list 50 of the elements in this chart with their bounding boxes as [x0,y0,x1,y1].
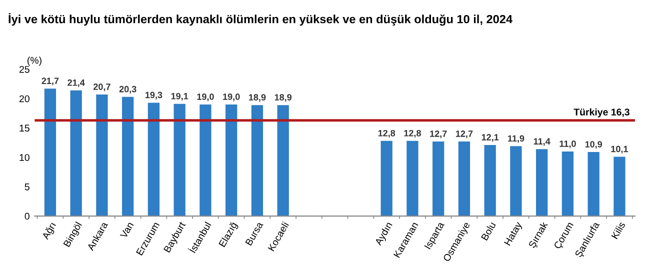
bar [277,105,289,216]
data-label: 12,8 [404,130,421,138]
bar [251,105,264,216]
bar [226,104,238,216]
bar [562,151,574,216]
data-label: 19,3 [145,92,162,100]
x-tick-label: Van [120,222,134,239]
bar [380,140,392,216]
bar [122,96,134,216]
bar [406,140,418,216]
data-label: 19,0 [197,94,214,102]
bar [148,102,160,216]
bar [614,156,626,216]
data-label: 21,4 [68,79,85,88]
y-tick-label: 15 [20,124,30,132]
data-label: 12,7 [430,130,447,138]
y-tick-label: 10 [20,154,30,161]
data-label: 11,9 [508,135,524,143]
bar [484,145,496,216]
data-label: 11,0 [560,140,576,148]
bar [96,94,108,216]
y-tick-label: 5 [24,184,30,190]
bar [70,90,82,216]
bar [588,152,600,216]
y-axis-title: (%) [28,56,42,66]
data-label: 18,9 [248,94,266,102]
data-label: 19,1 [171,92,188,101]
y-tick-label: 20 [20,95,30,102]
data-label: 20,7 [93,84,110,92]
bar [432,141,444,216]
data-label: 18,9 [274,94,292,102]
bar [536,149,548,216]
chart-title: İyi ve kötü huylu tümörlerden kaynaklı ölümlerin en yüksek ve en düşük olduğu 10 il, 2024 [8,13,512,26]
bar [174,104,186,216]
data-label: 12,8 [378,130,396,138]
data-label: 10,9 [585,141,602,149]
data-label: 21,7 [42,78,59,86]
y-tick-label: 0 [24,212,30,220]
data-label: 19,0 [223,94,240,102]
data-label: 12,7 [456,130,473,138]
data-label: 11,4 [534,138,550,146]
data-label: 10,1 [611,146,628,154]
bar [44,88,56,216]
bar [510,146,522,216]
data-label: 12,1 [482,134,499,142]
bar [458,141,470,216]
y-tick-label: 25 [20,66,30,73]
ref-line-label: Türkiye 16,3 [574,108,630,118]
data-label: 20,3 [119,86,136,94]
bar [200,104,212,216]
